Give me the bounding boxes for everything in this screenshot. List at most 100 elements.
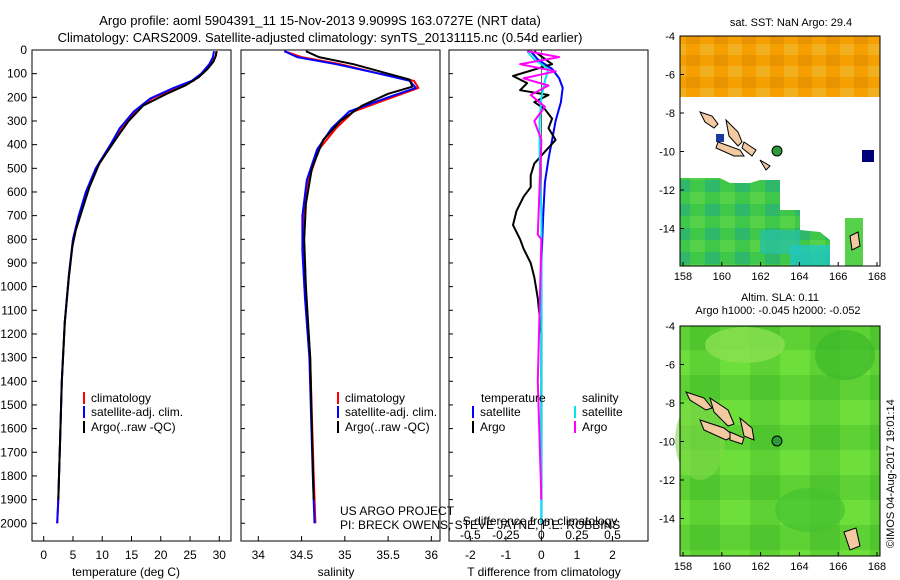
plot-title-line1: Argo profile: aoml 5904391_11 15-Nov-201… xyxy=(99,13,541,28)
salinity-series xyxy=(283,50,420,524)
map-y-tick-label: -10 xyxy=(659,147,675,159)
map-x-tick-label: 168 xyxy=(868,561,886,573)
depth-tick-label: 700 xyxy=(7,209,27,223)
top-tick-label: 0.25 xyxy=(565,528,589,542)
sst-map-axes: 158 160 162 164 166 168 -4 -6 -8 -10 -12 -14 xyxy=(659,31,886,283)
x-tick-label: 20 xyxy=(154,548,168,562)
map-y-tick-label: -6 xyxy=(665,360,675,372)
map-x-tick-label: 168 xyxy=(868,271,886,283)
x-tick-label: 0 xyxy=(538,548,545,562)
legend-label-satellite: satellite-adj. clim. xyxy=(91,405,183,419)
map-x-tick-label: 160 xyxy=(713,561,731,573)
sst-map-title: sat. SST: NaN Argo: 29.4 xyxy=(730,17,852,29)
series-line-temperature-argo xyxy=(512,50,557,500)
map-x-tick-label: 162 xyxy=(751,271,769,283)
salinity-legend: climatology satellite-adj. clim. Argo(..… xyxy=(337,391,437,434)
top-tick-label: -0.5 xyxy=(460,528,481,542)
depth-tick-label: 1000 xyxy=(0,280,27,294)
temperature-legend: climatology satellite-adj. clim. Argo(..… xyxy=(83,391,183,434)
top-tick-label: 0 xyxy=(538,528,545,542)
depth-tick-label: 1900 xyxy=(0,493,27,507)
difference-x-axis: -2 -1 0 1 2 -0.5 -0.25 0 0.25 0.5 xyxy=(460,528,621,562)
coastline-islands xyxy=(699,111,861,251)
sst-warm-region xyxy=(680,36,880,97)
map-x-tick-label: 166 xyxy=(829,271,847,283)
map-y-tick-label: -10 xyxy=(659,437,675,449)
x-tick-label: 34 xyxy=(252,548,266,562)
temperature-panel-frame xyxy=(31,49,232,542)
salinity-x-axis: 34 34.5 35 35.5 36 xyxy=(252,536,439,562)
sla-title-line1: Altim. SLA: 0.11 xyxy=(741,292,819,304)
sla-map-axes: 158 160 162 164 166 168 -4 -6 -8 -10 -12 -14 xyxy=(659,321,886,573)
series-line-satellite-adj-clim- xyxy=(283,50,417,524)
depth-tick-label: 0 xyxy=(20,43,27,57)
x-tick-label: 1 xyxy=(574,548,581,562)
depth-tick-label: 1200 xyxy=(0,327,27,341)
legend-label-temp-satellite: satellite xyxy=(480,405,521,419)
x-tick-label: -2 xyxy=(465,548,476,562)
map-y-tick-label: -14 xyxy=(659,514,675,526)
depth-tick-label: 400 xyxy=(7,138,27,152)
s-difference-axis-label: S difference from climatology xyxy=(463,514,618,528)
depth-tick-label: 1800 xyxy=(0,469,27,483)
series-line-climatology xyxy=(56,50,218,524)
sla-map: Altim. SLA: 0.11 Argo h1000: -0.045 h200… xyxy=(659,292,886,573)
legend-header-salinity: salinity xyxy=(582,391,619,405)
depth-tick-label: 1700 xyxy=(0,445,27,459)
argo-float-marker xyxy=(771,435,783,447)
map-x-tick-label: 166 xyxy=(829,561,847,573)
sst-map: sat. SST: NaN Argo: 29.4 158 160 162 164 166… xyxy=(659,17,886,283)
depth-tick-label: 2000 xyxy=(0,516,27,530)
project-name: US ARGO PROJECT xyxy=(340,504,455,518)
depth-tick-label: 200 xyxy=(7,90,27,104)
difference-legend: temperature salinity satellite Argo sate… xyxy=(472,391,623,434)
depth-tick-label: 800 xyxy=(7,232,27,246)
map-y-tick-label: -6 xyxy=(665,70,675,82)
depth-tick-label: 900 xyxy=(7,256,27,270)
top-tick-label: -0.25 xyxy=(492,528,520,542)
x-tick-label: 10 xyxy=(96,548,110,562)
depth-tick-label: 600 xyxy=(7,185,27,199)
legend-label-climatology: climatology xyxy=(345,391,405,405)
series-line-argo xyxy=(57,51,218,500)
x-tick-label: 36 xyxy=(425,548,439,562)
project-pi: PI: BRECK OWENS, STEVE JAYNE, P.E. ROBBI… xyxy=(340,518,620,532)
depth-tick-label: 300 xyxy=(7,114,27,128)
depth-tick-label: 1600 xyxy=(0,422,27,436)
sst-cold-pixel xyxy=(862,150,874,162)
legend-label-climatology: climatology xyxy=(91,391,151,405)
depth-axis: 0 100 200 300 400 500 600 700 800 900 1000 1100 1200… xyxy=(0,43,453,530)
x-tick-label: 2 xyxy=(609,548,616,562)
series-line-salinity-satellite xyxy=(526,50,550,524)
map-y-tick-label: -8 xyxy=(665,108,675,120)
map-y-tick-label: -14 xyxy=(659,224,675,236)
depth-tick-label: 1100 xyxy=(1,303,27,317)
map-y-tick-label: -8 xyxy=(665,398,675,410)
legend-header-temperature: temperature xyxy=(481,391,546,405)
depth-tick-label: 1300 xyxy=(0,351,27,365)
map-y-tick-label: -12 xyxy=(659,185,675,197)
map-y-tick-label: -4 xyxy=(665,31,675,43)
map-x-tick-label: 158 xyxy=(674,561,692,573)
series-line-satellite-adj-clim- xyxy=(56,51,215,524)
sla-title-line2: Argo h1000: -0.045 h2000: -0.052 xyxy=(695,305,860,317)
top-tick-label: 0.5 xyxy=(604,528,621,542)
depth-tick-label: 1400 xyxy=(0,374,27,388)
depth-tick-label: 1500 xyxy=(0,398,27,412)
map-x-tick-label: 160 xyxy=(713,271,731,283)
difference-series xyxy=(512,50,564,524)
series-line-salinity-argo xyxy=(519,50,561,500)
t-difference-axis-label: T difference from climatology xyxy=(467,565,621,579)
legend-label-argo: Argo(..raw -QC) xyxy=(345,420,430,434)
map-x-tick-label: 164 xyxy=(790,271,808,283)
map-y-tick-label: -12 xyxy=(659,475,675,487)
x-tick-label: 25 xyxy=(183,548,197,562)
x-tick-label: 15 xyxy=(125,548,139,562)
difference-panel-frame xyxy=(448,49,649,542)
argo-float-marker xyxy=(771,145,783,157)
imos-stamp: ©IMOS 04-Aug-2017 19:01:14 xyxy=(885,399,897,548)
temperature-series xyxy=(56,50,218,524)
x-tick-label: 35.5 xyxy=(376,548,400,562)
legend-label-sal-argo: Argo xyxy=(582,420,608,434)
